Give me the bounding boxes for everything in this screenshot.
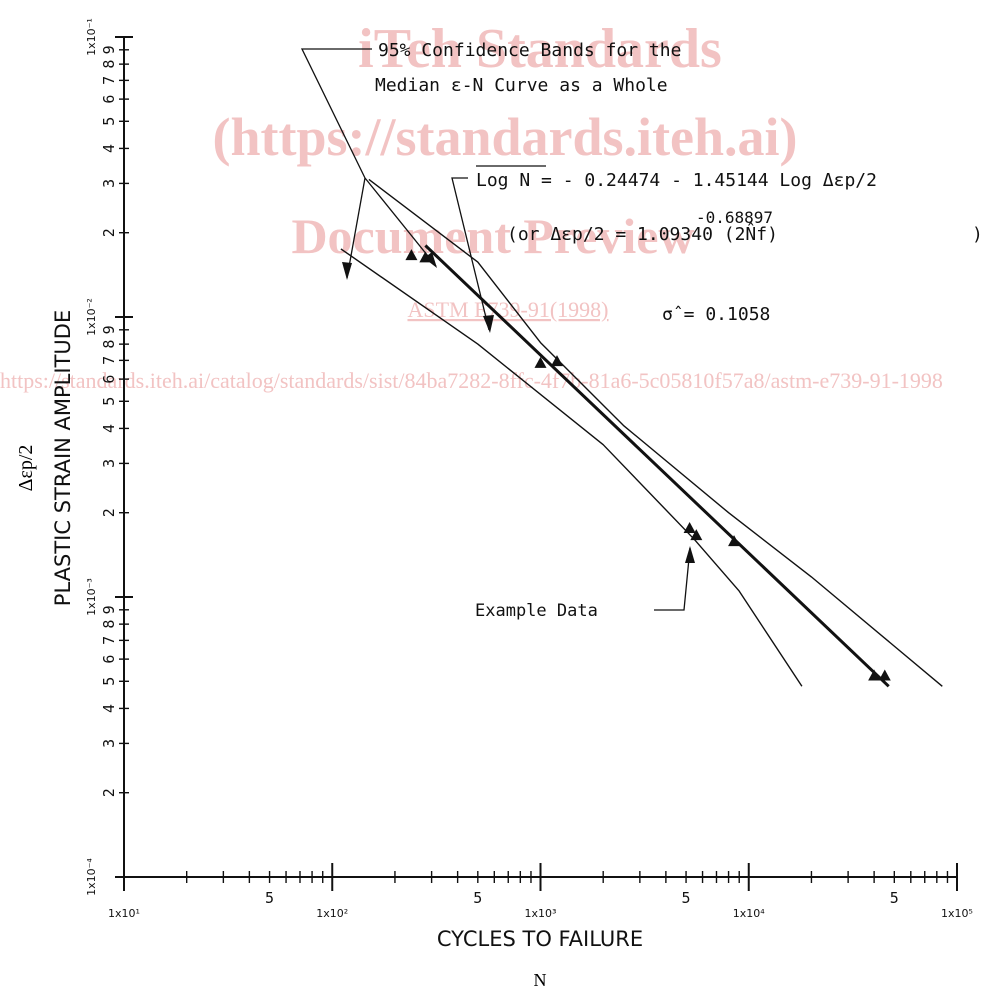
y-minor-tick-label: 4 <box>100 704 118 713</box>
y-minor-tick-label: 3 <box>100 739 118 748</box>
y-minor-tick-label: 2 <box>100 228 118 237</box>
bands-annotation-line2: Median ε-N Curve as a Whole <box>375 75 668 96</box>
watermark-url: (https://standards.iteh.ai) <box>212 107 797 167</box>
y-minor-tick-label: 2 <box>100 788 118 797</box>
y-axis-symbol: Δεp/2 <box>15 445 37 492</box>
y-minor-tick-label: 4 <box>100 424 118 433</box>
bands-arrowhead-lower <box>342 262 352 280</box>
sigma-annotation: σ̂ = 0.1058 <box>662 304 770 325</box>
x-decade-label: 1x10¹ <box>108 907 140 920</box>
x-decade-label: 1x10³ <box>525 907 557 920</box>
x-ticks: 1x10¹ 5 1x10² 5 1x10³ 5 1x10⁴ 5 1x10⁵ <box>108 863 973 920</box>
y-minor-tick-label: 3 <box>100 459 118 468</box>
y-decade-label: 1x10⁻⁴ <box>85 858 98 896</box>
x-decade-label: 1x10⁴ <box>733 907 766 920</box>
x-decade-label: 1x10² <box>316 907 348 920</box>
y-minor-tick-label: 6 <box>100 95 118 104</box>
x-decade-label: 1x10⁵ <box>941 907 973 920</box>
x-axis-title: CYCLES TO FAILURE <box>437 927 643 951</box>
y-minor-tick-label: 7 <box>100 356 118 365</box>
data-point-triangle <box>551 355 563 366</box>
y-minor-tick-label: 6 <box>100 375 118 384</box>
x-minor-tick-label: 5 <box>265 889 274 907</box>
bands-annotation-line1: 95% Confidence Bands for the <box>378 40 681 61</box>
y-decade-label: 1x10⁻² <box>85 298 98 336</box>
equation-exponent: -0.68897 <box>696 208 773 227</box>
y-minor-tick-label: 5 <box>100 397 118 406</box>
y-minor-tick-label: 8 <box>100 340 118 349</box>
x-axis-symbol: N <box>534 970 547 987</box>
median-arrowhead <box>483 315 494 333</box>
x-minor-tick-label: 5 <box>682 889 691 907</box>
y-minor-tick-label: 8 <box>100 60 118 69</box>
x-minor-tick-label: 5 <box>890 889 899 907</box>
example-data-arrowhead <box>685 546 695 563</box>
y-minor-tick-label: 7 <box>100 636 118 645</box>
y-minor-tick-label: 5 <box>100 117 118 126</box>
y-ticks: 234567891x10⁻⁴234567891x10⁻³234567891x10… <box>85 18 133 896</box>
y-decade-label: 1x10⁻¹ <box>85 18 98 56</box>
regression-equation: Log N = - 0.24474 - 1.45144 Log Δεp/2 <box>476 170 877 191</box>
watermark-catalog-link: https://standards.iteh.ai/catalog/standa… <box>0 368 943 393</box>
y-minor-tick-label: 3 <box>100 179 118 188</box>
y-minor-tick-label: 6 <box>100 655 118 664</box>
y-minor-tick-label: 9 <box>100 325 118 334</box>
y-decade-label: 1x10⁻³ <box>85 578 98 616</box>
y-minor-tick-label: 9 <box>100 605 118 614</box>
y-minor-tick-label: 7 <box>100 76 118 85</box>
y-minor-tick-label: 9 <box>100 45 118 54</box>
x-minor-tick-label: 5 <box>473 889 482 907</box>
y-minor-tick-label: 2 <box>100 508 118 517</box>
data-point-triangle <box>684 522 696 533</box>
y-minor-tick-label: 4 <box>100 144 118 153</box>
example-data-label: Example Data <box>475 601 598 621</box>
y-minor-tick-label: 8 <box>100 620 118 629</box>
equation-close-paren: ) <box>972 224 983 245</box>
example-data-callout-arrow <box>654 548 690 610</box>
y-axis-title: PLASTIC STRAIN AMPLITUDE <box>51 310 75 606</box>
y-minor-tick-label: 5 <box>100 677 118 686</box>
